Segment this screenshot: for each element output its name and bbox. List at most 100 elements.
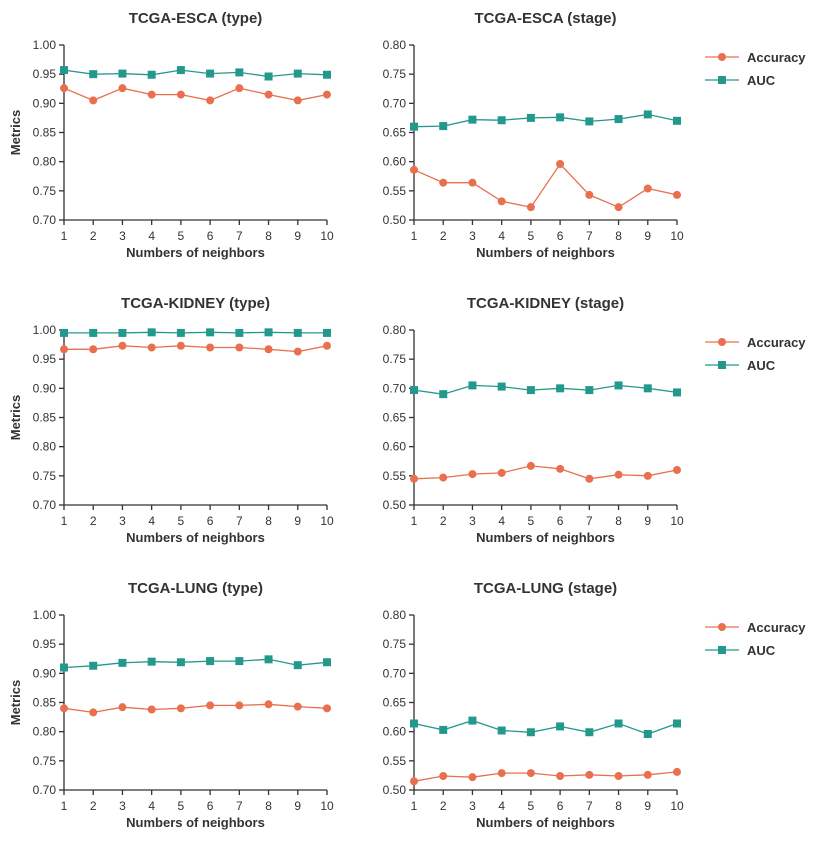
data-point-auc <box>439 390 448 399</box>
data-point-auc <box>176 328 185 337</box>
data-point-accuracy <box>176 341 185 350</box>
data-point-auc <box>235 68 244 77</box>
data-point-auc <box>556 722 565 731</box>
data-point-accuracy <box>585 770 594 779</box>
chart-panel-tcga-kidney-type: TCGA-KIDNEY (type) 0.70 0.75 0.80 0.85 0.90 0.… <box>8 295 334 545</box>
data-point-accuracy <box>410 165 418 174</box>
data-point-accuracy <box>118 341 127 350</box>
x-tick-label: 1 <box>61 514 68 528</box>
data-point-auc <box>147 657 156 666</box>
data-point-auc <box>235 328 244 337</box>
data-point-auc <box>89 661 98 670</box>
data-point-accuracy <box>526 461 535 470</box>
x-tick-label: 8 <box>615 514 622 528</box>
x-tick-label: 8 <box>615 799 622 813</box>
y-tick-label: 0.90 <box>33 96 57 110</box>
data-point-auc <box>89 328 98 337</box>
chart-title: TCGA-ESCA (type) <box>129 10 263 27</box>
data-point-accuracy <box>497 197 506 206</box>
chart-panel-tcga-esca-type: TCGA-ESCA (type) 0.70 0.75 0.80 0.85 0.90 0.95… <box>8 10 334 260</box>
data-point-auc <box>643 730 652 738</box>
y-tick-label: 0.90 <box>33 381 57 395</box>
x-tick-label: 9 <box>644 229 651 243</box>
y-tick-label: 0.80 <box>383 608 407 622</box>
data-point-auc <box>673 388 681 397</box>
y-tick-label: 0.80 <box>33 155 57 169</box>
x-tick-label: 6 <box>557 229 564 243</box>
data-point-auc <box>526 386 535 395</box>
y-tick-label: 0.70 <box>383 381 407 395</box>
data-point-accuracy <box>643 770 652 779</box>
data-point-accuracy <box>526 203 535 212</box>
y-tick-label: 0.55 <box>383 469 407 483</box>
data-point-accuracy <box>497 769 506 778</box>
data-point-accuracy <box>235 343 244 352</box>
x-tick-label: 9 <box>294 229 301 243</box>
chart-panel-tcga-lung-type: TCGA-LUNG (type) 0.70 0.75 0.80 0.85 0.90 0.95… <box>8 580 334 830</box>
data-point-auc <box>118 69 127 78</box>
data-point-accuracy <box>264 90 273 99</box>
x-tick-label: 5 <box>528 514 535 528</box>
data-point-auc <box>468 381 477 390</box>
y-tick-label: 0.50 <box>383 783 407 797</box>
chart-title: TCGA-ESCA (stage) <box>475 10 617 27</box>
data-point-accuracy <box>673 190 681 199</box>
y-tick-label: 0.60 <box>383 725 407 739</box>
x-tick-label: 7 <box>586 799 593 813</box>
x-tick-label: 3 <box>469 229 476 243</box>
data-point-auc <box>585 117 594 126</box>
data-point-accuracy <box>89 96 98 105</box>
data-point-auc <box>293 69 302 78</box>
x-tick-label: 9 <box>294 799 301 813</box>
data-point-auc <box>147 70 156 79</box>
data-point-accuracy <box>118 84 127 93</box>
x-tick-label: 7 <box>236 229 243 243</box>
chart-title: TCGA-KIDNEY (type) <box>121 295 270 312</box>
x-tick-label: 9 <box>644 799 651 813</box>
data-point-auc <box>206 328 215 337</box>
x-axis-label: Numbers of neighbors <box>126 245 265 260</box>
data-point-accuracy <box>147 90 156 99</box>
y-tick-label: 1.00 <box>33 38 57 52</box>
x-axis-label: Numbers of neighbors <box>126 530 265 545</box>
legend-label-accuracy: Accuracy <box>747 50 806 65</box>
data-point-accuracy <box>439 473 448 482</box>
x-tick-label: 6 <box>207 514 214 528</box>
data-point-auc <box>60 663 68 672</box>
data-point-auc <box>439 725 448 734</box>
y-axis-label: Metrics <box>8 110 23 156</box>
x-tick-label: 7 <box>586 514 593 528</box>
y-tick-label: 0.85 <box>33 696 57 710</box>
y-tick-label: 0.60 <box>383 155 407 169</box>
y-tick-label: 0.75 <box>33 754 57 768</box>
data-point-accuracy <box>468 470 477 479</box>
x-tick-label: 4 <box>498 229 505 243</box>
legend-label-accuracy: Accuracy <box>747 620 806 635</box>
data-point-accuracy <box>556 464 565 473</box>
data-point-auc <box>89 70 98 79</box>
x-tick-label: 9 <box>294 514 301 528</box>
data-point-accuracy <box>410 777 418 786</box>
legend: Accuracy AUC <box>705 335 806 373</box>
data-point-accuracy <box>60 345 68 354</box>
data-point-auc <box>468 716 477 725</box>
data-point-auc <box>410 386 418 395</box>
chart-title: TCGA-LUNG (type) <box>128 580 263 597</box>
data-point-auc <box>410 122 418 131</box>
y-tick-label: 0.95 <box>33 67 57 81</box>
x-tick-label: 9 <box>644 514 651 528</box>
x-tick-label: 6 <box>207 799 214 813</box>
x-tick-label: 10 <box>320 514 334 528</box>
series-line-accuracy <box>63 87 328 102</box>
data-point-auc <box>60 66 68 75</box>
x-tick-label: 5 <box>178 229 185 243</box>
y-tick-label: 0.80 <box>33 440 57 454</box>
legend-label-auc: AUC <box>747 643 776 658</box>
data-point-auc <box>206 657 215 666</box>
y-tick-label: 0.70 <box>33 213 57 227</box>
x-axis-label: Numbers of neighbors <box>126 815 265 830</box>
legend-label-accuracy: Accuracy <box>747 335 806 350</box>
y-tick-label: 1.00 <box>33 323 57 337</box>
data-point-accuracy <box>235 701 244 710</box>
